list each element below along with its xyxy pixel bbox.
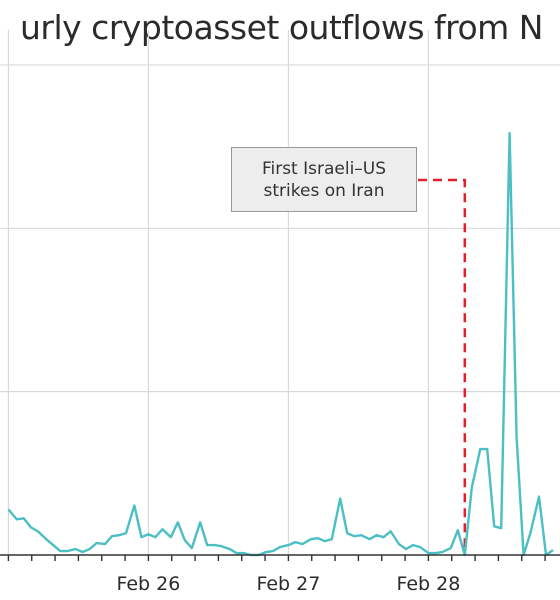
x-tick-label: Feb 26 [116,573,180,595]
series-group [7,132,554,557]
annotation-box: First Israeli–US strikes on Iran [231,147,417,212]
annotation-line-2: strikes on Iran [263,180,385,201]
x-tick-label: Feb 27 [256,573,320,595]
series-line-0 [7,132,554,557]
x-tick-label: Feb 28 [396,573,460,595]
annotation-dashed-line [418,178,467,555]
x-axis: Feb 26 Feb 27 Feb 28 [0,554,560,595]
annotation-line-1: First Israeli–US [261,158,387,179]
grid-lines [0,30,560,555]
chart-title: urly cryptoasset outflows from N [20,8,544,47]
annotation-leader-line [418,178,467,555]
